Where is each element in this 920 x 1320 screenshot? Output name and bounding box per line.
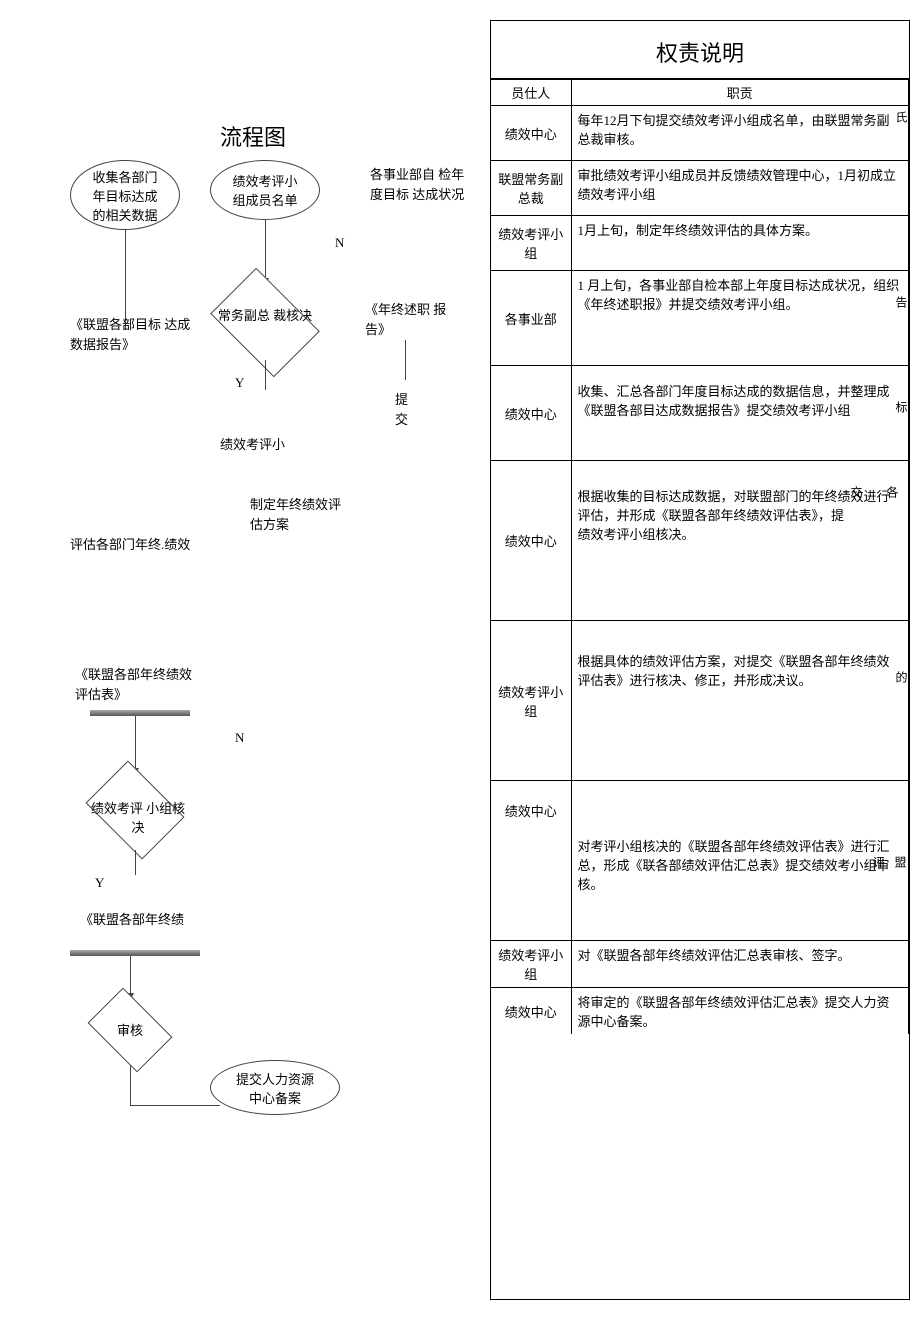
cell-what: 1月上旬，制定年终绩效评估的具体方案。 — [571, 216, 909, 271]
cell-what: 对考评小组核决的《联盟各部年终绩效评估表》进行汇总，形成《联各部绩效评估汇总表》… — [571, 781, 909, 941]
flow-line — [135, 850, 136, 875]
page-container: 流程图 收集各部门 年目标达成 的相关数据 绩效考评小 组成员名单 各事业部自 … — [10, 20, 910, 1300]
header-what: 职贡 — [571, 80, 909, 106]
side-annotation: 的 — [893, 671, 910, 683]
label-n: N — [335, 235, 344, 251]
table-header-row: 员仕人 职贡 — [491, 80, 909, 106]
cell-who: 绩效中心 — [491, 366, 571, 461]
cell-who: 绩效中心 — [491, 781, 571, 941]
submit-label: 提 交 — [395, 390, 425, 429]
table-row: 绩效中心 收集、汇总各部门年度目标达成的数据信息，并整理成《联盟各部目达成数据报… — [491, 366, 909, 461]
doc-year-report: 《年终述职 报告》 — [365, 300, 465, 339]
side-annotation: 氏 — [893, 111, 910, 123]
label-y: Y — [235, 375, 244, 391]
step-group-text: 绩效考评小 — [220, 435, 285, 455]
cell-what: 收集、汇总各部门年度目标达成的数据信息，并整理成《联盟各部目达成数据报告》提交绩… — [571, 366, 909, 461]
flow-line — [265, 220, 266, 280]
label-n2: N — [235, 730, 244, 746]
cell-what: 对《联盟各部年终绩效评估汇总表审核、签字。 — [571, 941, 909, 988]
responsibility-column: 权责说明 员仕人 职贡 绩效中心 每年12月下旬提交绩效考评小组成名单，由联盟常… — [490, 20, 910, 1300]
table-row: 绩效中心 将审定的《联盟各部年终绩效评估汇总表》提交人力资源中心备案。 — [491, 988, 909, 1035]
flow-line — [135, 716, 136, 771]
gradient-bar — [70, 950, 200, 956]
gradient-bar — [90, 710, 190, 716]
cell-who: 绩效考评小组 — [491, 216, 571, 271]
doc-eval-form: 《联盟各部年终绩效 评估表》 — [75, 665, 235, 704]
cell-who: 绩效中心 — [491, 106, 571, 161]
start-node-collect-label: 收集各部门 年目标达成 的相关数据 — [92, 167, 157, 224]
cell-what: 每年12月下旬提交绩效考评小组成名单，由联盟常务副总裁审核。氏 — [571, 106, 909, 161]
responsibility-tbody: 绩效中心 每年12月下旬提交绩效考评小组成名单，由联盟常务副总裁审核。氏 联盟常… — [491, 106, 909, 1035]
cell-what: 1 月上旬，各事业部自检本部上年度目标达成状况，组织《年终述职报》并提交绩效考评… — [571, 271, 909, 366]
doc-final-form: 《联盟各部年终绩 — [80, 910, 184, 930]
flow-line — [130, 1105, 220, 1106]
decision-audit — [88, 988, 173, 1073]
side-annotation: 标 — [893, 401, 910, 413]
table-row: 绩效中心 每年12月下旬提交绩效考评小组成名单，由联盟常务副总裁审核。氏 — [491, 106, 909, 161]
step-plan-text: 制定年终绩效评 估方案 — [250, 495, 400, 534]
responsibility-table: 员仕人 职贡 绩效中心 每年12月下旬提交绩效考评小组成名单，由联盟常务副总裁审… — [491, 79, 909, 1034]
cell-what: 根据具体的绩效评估方案，对提交《联盟各部年终绩效评估表》进行核决、修正，并形成决… — [571, 621, 909, 781]
label-y2: Y — [95, 875, 104, 891]
flowchart-column: 流程图 收集各部门 年目标达成 的相关数据 绩效考评小 组成员名单 各事业部自 … — [10, 20, 490, 1300]
cell-what: 将审定的《联盟各部年终绩效评估汇总表》提交人力资源中心备案。 — [571, 988, 909, 1035]
start-node-namelist-label: 绩效考评小 组成员名单 — [232, 171, 297, 209]
step-eval-text: 评估各部门年终.绩效 — [70, 535, 190, 555]
cell-who: 绩效考评小组 — [491, 621, 571, 781]
responsibility-title: 权责说明 — [491, 21, 909, 79]
table-row: 联盟常务副总裁 审批绩效考评小组成员并反馈绩效管理中心，1月初成立绩效考评小组 — [491, 161, 909, 216]
flow-line — [130, 1065, 131, 1105]
side-annotation: 盟 评 — [867, 856, 910, 868]
flow-line — [130, 956, 131, 996]
start-node-collect: 收集各部门 年目标达成 的相关数据 — [70, 160, 180, 230]
cell-who: 绩效中心 — [491, 461, 571, 621]
flow-line — [405, 340, 406, 380]
header-who: 员仕人 — [491, 80, 571, 106]
end-node-archive: 提交人力资源 中心备案 — [210, 1060, 340, 1115]
side-annotation: 告 — [893, 296, 910, 308]
cell-what: 审批绩效考评小组成员并反馈绩效管理中心，1月初成立绩效考评小组 — [571, 161, 909, 216]
table-row: 绩效考评小组 1月上旬，制定年终绩效评估的具体方案。 — [491, 216, 909, 271]
cell-who: 各事业部 — [491, 271, 571, 366]
cell-what: 根据收集的目标达成数据，对联盟部门的年终绩效进行评估，并形成《联盟各部年终绩效评… — [571, 461, 909, 621]
end-node-archive-label: 提交人力资源 中心备案 — [236, 1069, 314, 1107]
cell-who: 绩效中心 — [491, 988, 571, 1035]
decision-group-approve — [86, 761, 185, 860]
doc-target-report: 《联盟各部目标 达成数据报告》 — [70, 315, 200, 354]
cell-who: 绩效考评小组 — [491, 941, 571, 988]
start-node-namelist: 绩效考评小 组成员名单 — [210, 160, 320, 220]
table-row: 绩效中心 根据收集的目标达成数据，对联盟部门的年终绩效进行评估，并形成《联盟各部… — [491, 461, 909, 621]
flow-line — [265, 360, 266, 390]
self-check-note: 各事业部自 检年度目标 达成状况 — [370, 165, 470, 204]
cell-who: 联盟常务副总裁 — [491, 161, 571, 216]
side-annotation: 各 交 — [838, 486, 910, 498]
table-row: 绩效考评小组 根据具体的绩效评估方案，对提交《联盟各部年终绩效评估表》进行核决、… — [491, 621, 909, 781]
table-row: 各事业部 1 月上旬，各事业部自检本部上年度目标达成状况，组织《年终述职报》并提… — [491, 271, 909, 366]
table-row: 绩效考评小组 对《联盟各部年终绩效评估汇总表审核、签字。 — [491, 941, 909, 988]
flowchart-area: 收集各部门 年目标达成 的相关数据 绩效考评小 组成员名单 各事业部自 检年度目… — [10, 100, 490, 1300]
table-row: 绩效中心 对考评小组核决的《联盟各部年终绩效评估表》进行汇总，形成《联各部绩效评… — [491, 781, 909, 941]
